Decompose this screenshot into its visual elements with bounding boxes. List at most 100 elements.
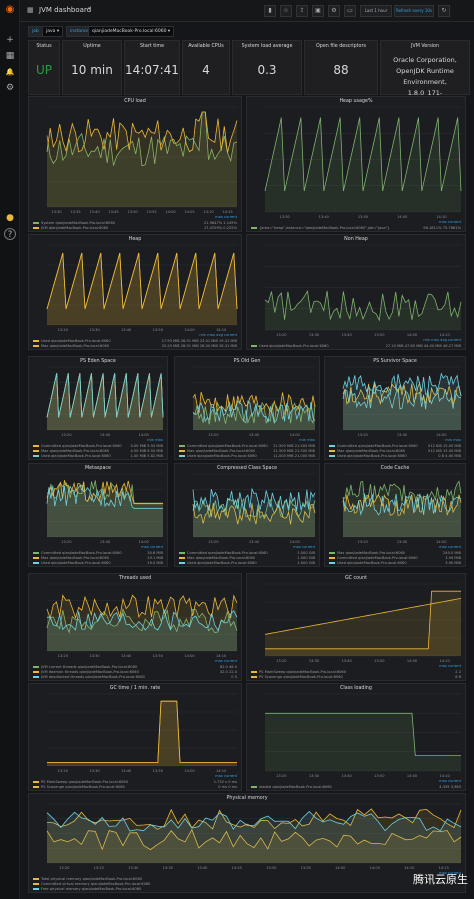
graph-panel[interactable]: CPU load 13:30 13:35 13:40 13:45 13:50 13:55 14…	[28, 96, 242, 232]
refresh-picker[interactable]: Refresh every 10s	[394, 5, 434, 17]
legend-item[interactable]: PS MarkSweep qianjiadeMacBook-Pro.local:…	[33, 780, 237, 785]
legend-item[interactable]: Used qianjiadeMacBook-Pro.local:6060 17.9…	[33, 339, 237, 344]
panel-title: Threads used	[118, 576, 152, 581]
graph-panel[interactable]: Metaspace 13:20 13:40 14:00 max current Commi…	[28, 463, 168, 567]
plus-icon[interactable]: +	[6, 35, 14, 45]
legend-item[interactable]: {area="heap",instance="qianjiadeMacBook-…	[251, 226, 461, 231]
graph-panel[interactable]: Threads used 13:20 13:30 13:40 13:50 14:00 14:…	[28, 573, 242, 681]
dashboard-title[interactable]: JVM dashboard	[39, 6, 92, 14]
legend-item[interactable]: Max qianjiadeMacBook-Pro.local:6060 19.1 …	[33, 556, 163, 561]
legend-values: 11.000 MiB 21.000 MiB	[273, 454, 315, 458]
legend-label: JVM qianjiadeMacBook-Pro.local:6060	[41, 226, 109, 230]
legend-item[interactable]: Committed qianjiadeMacBook-Pro.local:606…	[179, 444, 315, 449]
stat-panel[interactable]: Open file descriptors 88	[304, 40, 378, 95]
graph-panel[interactable]: GC time / 1 min. rate 13:20 13:30 13:40 13:5…	[28, 683, 242, 791]
x-tick-label: 13:40	[121, 654, 132, 658]
legend-item[interactable]: Committed qianjiadeMacBook-Pro.local:606…	[33, 551, 163, 556]
legend-label: Committed qianjiadeMacBook-Pro.local:606…	[337, 556, 418, 560]
legend-item[interactable]: JVM qianjiadeMacBook-Pro.local:6060 17.47…	[33, 226, 237, 231]
variable-select-job[interactable]: java ▾	[42, 26, 64, 37]
legend-item[interactable]: Committed qianjiadeMacBook-Pro.local:606…	[33, 444, 163, 449]
legend-item[interactable]: Used qianjiadeMacBook-Pro.local:6060 1.00…	[179, 561, 315, 566]
graph-panel[interactable]: PS Eden Space 13:20 13:40 14:00 min max Commi…	[28, 356, 168, 460]
legend-item[interactable]: Used qianjiadeMacBook-Pro.local:6060 0 B …	[329, 454, 461, 459]
graph-canvas: 13:20 13:30 13:40 13:50 14:00 14:10	[46, 583, 238, 658]
series-line	[46, 111, 238, 153]
series-area	[265, 117, 461, 212]
series-area	[343, 383, 461, 430]
graph-panel[interactable]: Non Heap 13:20 13:30 13:40 13:50 14:00 14:10 mi…	[246, 234, 466, 350]
user-avatar-icon[interactable]: ●	[6, 213, 14, 223]
legend-item[interactable]: Total physical memory qianjiadeMacBook-P…	[33, 877, 461, 882]
stat-panel[interactable]: Available CPUs 4	[182, 40, 230, 95]
legend-item[interactable]: Committed qianjiadeMacBook-Pro.local:606…	[329, 444, 461, 449]
settings-icon[interactable]: ⚙	[328, 5, 340, 17]
graph-panel[interactable]: Heap 13:20 13:30 13:40 13:50 14:00 14:10 min ma…	[28, 234, 242, 350]
legend-item[interactable]: JVM daemon threads qianjiadeMacBook-Pro.…	[33, 670, 237, 675]
graph-panel[interactable]: Physical memory 13:20 13:25 13:30 13:35 13:40…	[28, 793, 466, 893]
legend-item[interactable]: loaded qianjiadeMacBook-Pro.local:6060 4,…	[251, 785, 461, 790]
legend-item[interactable]: Used qianjiadeMacBook-Pro.local:6060 1.00…	[33, 454, 163, 459]
series-line	[46, 609, 238, 632]
legend-item[interactable]: Max qianjiadeMacBook-Pro.local:6060 1.000…	[179, 556, 315, 561]
x-tick-label: 14:10	[203, 210, 214, 214]
legend-item[interactable]: Max qianjiadeMacBook-Pro.local:6060 240.0…	[329, 551, 461, 556]
legend-item[interactable]: JVM deadlocked threads qianjiadeMacBook-…	[33, 675, 237, 680]
x-tick-label: 13:20	[357, 433, 368, 437]
star-icon[interactable]: ☆	[280, 5, 292, 17]
stat-panel[interactable]: Status UP	[28, 40, 60, 95]
graph-panel[interactable]: Compressed Class Space 13:20 13:40 14:00 max…	[174, 463, 320, 567]
legend-item[interactable]: System qianjiadeMacBook-Pro.local:6060 21…	[33, 221, 237, 226]
legend-item[interactable]: Max qianjiadeMacBook-Pro.local:6060 4.50 …	[33, 449, 163, 454]
legend-item[interactable]: JVM current threads qianjiadeMacBook-Pro…	[33, 665, 237, 670]
legend-item[interactable]: Committed virtual memory qianjiadeMacBoo…	[33, 882, 461, 887]
graph-panel[interactable]: Class loading 13:20 13:30 13:40 13:50 14:00 14…	[246, 683, 466, 791]
series-area	[47, 112, 237, 207]
legend-values: 32.0 22.0	[219, 670, 237, 674]
gear-icon[interactable]: ⚙	[5, 83, 15, 93]
legend-item[interactable]: Committed qianjiadeMacBook-Pro.local:606…	[329, 556, 461, 561]
legend-item[interactable]: Used qianjiadeMacBook-Pro.local:6060 27.1…	[251, 344, 461, 349]
legend-item[interactable]: Max qianjiadeMacBook-Pro.local:6060 25.29…	[33, 344, 237, 349]
graph-panel[interactable]: Code Cache 13:20 13:40 14:00 max current Max …	[324, 463, 466, 567]
x-tick-label: 13:30	[309, 659, 320, 663]
help-icon[interactable]: ?	[4, 228, 16, 240]
x-tick-label: 13:45	[232, 866, 242, 870]
variable-select-instance[interactable]: qianjiadeMacBook-Pro.local:6060 ▾	[88, 26, 175, 37]
legend-values: 3.94 MiB	[445, 556, 461, 560]
stat-panel[interactable]: Start time 14:07:41	[124, 40, 180, 95]
stat-panel[interactable]: JVM Version Oracle Corporation, OpenJDK R…	[380, 40, 470, 97]
title-chevron-icon[interactable]: ▾	[88, 6, 91, 12]
tv-mode-icon[interactable]: ▭	[344, 5, 356, 17]
alerting-bell-icon[interactable]: 🔔	[5, 68, 15, 76]
series-line	[47, 700, 237, 763]
legend-item[interactable]: Used qianjiadeMacBook-Pro.local:6060 3.90…	[329, 561, 461, 566]
share-icon[interactable]: ⇪	[296, 5, 308, 17]
stat-panel[interactable]: System load average 0.3	[232, 40, 302, 95]
graph-panel[interactable]: PS Survivor Space 13:20 13:40 14:00 min max C…	[324, 356, 466, 460]
add-panel-icon[interactable]: ▮	[264, 5, 276, 17]
legend-item[interactable]: PS Scavenge qianjiadeMacBook-Pro.local:6…	[251, 675, 461, 680]
legend-item[interactable]: Used qianjiadeMacBook-Pro.local:6060 11.0…	[179, 454, 315, 459]
save-icon[interactable]: ▣	[312, 5, 324, 17]
legend-item[interactable]: PS MarkSweep qianjiadeMacBook-Pro.local:…	[251, 670, 461, 675]
dashboards-icon[interactable]: ▦	[5, 51, 15, 61]
legend-item[interactable]: Free physical memory qianjiadeMacBook-Pr…	[33, 887, 461, 892]
graph-panel[interactable]: GC count 13:20 13:30 13:40 13:50 14:00 14:10 ma…	[246, 573, 466, 681]
stat-title: Available CPUs	[188, 44, 224, 49]
legend-label: Max qianjiadeMacBook-Pro.local:6060	[337, 449, 406, 453]
legend-item[interactable]: PS Scavenge qianjiadeMacBook-Pro.local:6…	[33, 785, 237, 790]
legend-label: Used qianjiadeMacBook-Pro.local:6060	[337, 561, 407, 565]
legend-item[interactable]: Committed qianjiadeMacBook-Pro.local:606…	[179, 551, 315, 556]
time-range-picker[interactable]: Last 1 hour	[360, 5, 392, 17]
legend-item[interactable]: Used qianjiadeMacBook-Pro.local:6060 19.0…	[33, 561, 163, 566]
refresh-icon[interactable]: ↻	[438, 5, 450, 17]
graph-panel[interactable]: PS Old Gen 13:20 13:40 14:00 min max Committe…	[174, 356, 320, 460]
x-tick-label: 14:00	[289, 433, 300, 437]
legend-item[interactable]: Max qianjiadeMacBook-Pro.local:6060 512 K…	[329, 449, 461, 454]
grafana-logo-icon[interactable]: ◉	[5, 4, 15, 15]
graph-panel[interactable]: Heap usage% 13:30 13:40 13:50 14:00 14:10 max …	[246, 96, 466, 232]
stat-panel[interactable]: Uptime 10 min	[62, 40, 122, 95]
series-area	[47, 253, 237, 325]
legend-item[interactable]: Max qianjiadeMacBook-Pro.local:6060 21.50…	[179, 449, 315, 454]
